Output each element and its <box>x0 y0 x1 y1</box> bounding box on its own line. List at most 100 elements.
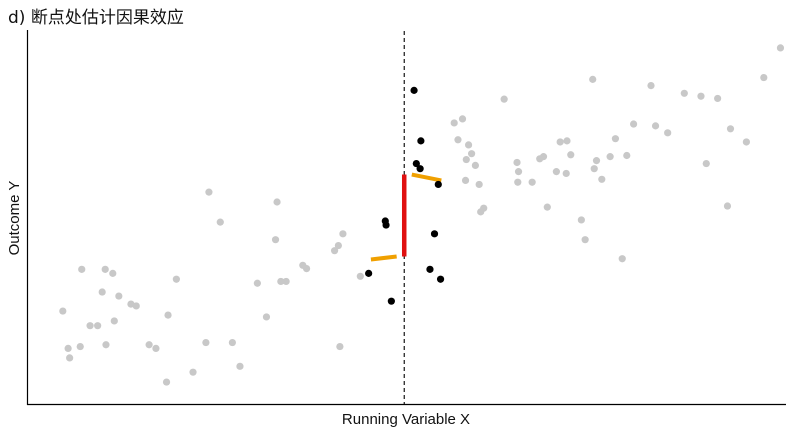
background-point <box>461 176 470 184</box>
background-point <box>145 341 153 349</box>
background-point <box>514 178 522 186</box>
background-point <box>475 180 483 189</box>
chart-title: d) 断点处估计因果效应 <box>8 3 184 28</box>
background-point <box>164 311 172 319</box>
background-point <box>277 277 285 286</box>
background-point <box>598 175 606 183</box>
background-point <box>500 95 508 103</box>
background-point <box>454 136 462 144</box>
background-point <box>776 44 785 52</box>
background-point <box>109 269 117 277</box>
background-point <box>590 165 598 173</box>
y-axis-label: Outcome Y <box>6 181 23 256</box>
background-point <box>611 135 620 143</box>
near-cutoff-point <box>412 159 420 168</box>
background-point <box>334 241 342 250</box>
background-point <box>59 307 67 315</box>
background-point <box>64 344 72 352</box>
background-point <box>216 218 224 226</box>
background-point <box>450 119 458 127</box>
background-point <box>458 115 467 123</box>
background-point <box>101 265 109 273</box>
background-point <box>760 73 768 82</box>
background-point <box>480 204 488 212</box>
background-point <box>464 141 473 149</box>
background-point <box>115 292 123 300</box>
background-point <box>543 203 551 211</box>
background-point <box>618 255 626 263</box>
background-point <box>664 129 672 137</box>
background-point <box>471 161 479 169</box>
near-cutoff-point <box>436 275 445 283</box>
background-point <box>98 288 106 296</box>
near-cutoff-point <box>417 137 425 145</box>
background-point <box>172 275 180 283</box>
background-point <box>606 153 614 161</box>
background-point <box>539 153 548 161</box>
background-point <box>76 342 84 351</box>
background-point <box>577 216 585 224</box>
near-cutoff-point <box>365 269 373 277</box>
chart-title-text: d) 断点处估计因果效应 <box>8 8 184 28</box>
background-point <box>702 159 710 168</box>
background-point <box>330 247 339 255</box>
background-point <box>723 202 732 210</box>
background-point <box>205 188 213 196</box>
background-point <box>623 151 631 160</box>
near-cutoff-point <box>387 297 395 305</box>
background-point <box>236 362 244 370</box>
background-point <box>742 138 750 146</box>
background-point <box>86 322 94 330</box>
near-cutoff-point <box>426 265 434 273</box>
background-point <box>202 338 210 347</box>
near-cutoff-point <box>382 221 390 229</box>
background-point <box>273 198 281 206</box>
near-cutoff-point <box>430 230 439 238</box>
background-point <box>336 342 344 351</box>
background-point <box>102 341 110 349</box>
background-point <box>302 265 311 273</box>
near-cutoff-point <box>410 86 418 94</box>
background-point <box>66 354 74 362</box>
background-point <box>262 313 271 321</box>
fit-line-left <box>370 254 397 262</box>
background-point <box>271 236 280 244</box>
background-point <box>726 125 735 133</box>
background-point <box>651 122 660 130</box>
fit-line-right <box>411 172 442 183</box>
background-point <box>556 138 564 146</box>
background-point <box>528 178 536 186</box>
background-point <box>567 151 575 159</box>
background-point <box>589 75 597 83</box>
background-point <box>282 277 290 286</box>
background-point <box>132 302 140 310</box>
background-point <box>339 230 347 238</box>
background-point <box>513 158 521 167</box>
near-cutoff-point <box>416 165 424 173</box>
background-point <box>697 92 705 100</box>
background-point <box>468 150 476 158</box>
near-cutoff-points <box>365 86 445 305</box>
background-point <box>563 137 571 145</box>
background-point <box>356 272 364 280</box>
background-point <box>462 155 470 164</box>
background-point <box>110 317 118 325</box>
background-point <box>592 157 601 165</box>
x-axis-label: Running Variable X <box>342 411 470 428</box>
background-point <box>562 169 570 178</box>
background-point <box>680 89 688 97</box>
near-cutoff-point <box>434 180 442 189</box>
background-point <box>581 236 589 244</box>
background-point <box>228 338 236 347</box>
background-points <box>59 44 785 386</box>
background-point <box>253 279 261 287</box>
background-point <box>152 344 160 352</box>
background-point <box>162 378 171 386</box>
background-point <box>714 94 722 103</box>
fit-lines <box>370 172 442 262</box>
background-point <box>78 265 86 273</box>
background-point <box>630 120 638 128</box>
background-point <box>514 168 523 176</box>
background-point <box>647 82 655 90</box>
